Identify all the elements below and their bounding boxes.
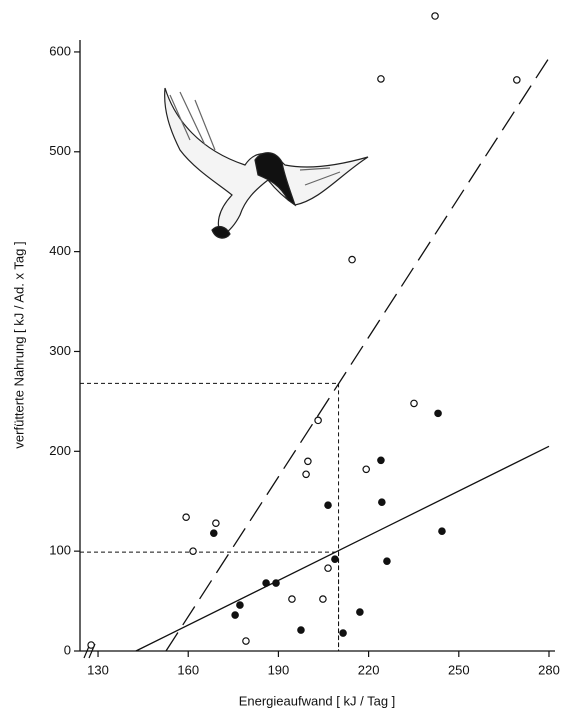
x-tick-label: 130	[87, 662, 109, 677]
data-point	[331, 555, 339, 563]
y-tick-label: 500	[49, 143, 71, 158]
y-tick-label: 100	[49, 543, 71, 558]
data-point	[377, 456, 385, 465]
data-point	[356, 608, 364, 616]
regression-line	[165, 57, 550, 652]
y-tick-label: 200	[49, 443, 71, 458]
data-point	[348, 255, 356, 264]
data-point	[209, 529, 218, 537]
data-point	[339, 629, 347, 637]
data-point	[431, 12, 439, 20]
data-point	[304, 457, 312, 466]
data-point	[236, 601, 244, 609]
x-tick-label: 160	[177, 662, 199, 677]
data-point	[302, 470, 310, 479]
data-point	[297, 626, 305, 634]
x-tick-label: 250	[448, 662, 470, 677]
regression-line	[135, 445, 550, 652]
data-point	[319, 595, 327, 603]
data-point	[242, 637, 250, 645]
data-point	[87, 641, 95, 649]
data-point	[383, 557, 391, 565]
x-tick-label: 280	[538, 662, 560, 677]
data-point	[212, 519, 220, 528]
data-point	[231, 611, 239, 619]
data-point	[438, 527, 446, 535]
data-point	[262, 579, 270, 587]
y-tick-label: 300	[49, 343, 71, 358]
y-tick-label: 400	[49, 243, 71, 258]
y-tick-label: 600	[49, 43, 71, 58]
x-tick-label: 220	[358, 662, 380, 677]
data-point	[410, 399, 418, 408]
data-point	[314, 416, 322, 425]
y-tick-label: 0	[64, 642, 71, 657]
y-axis-title: verfütterte Nahrung [ kJ / Ad. x Tag ]	[11, 241, 26, 448]
data-point	[288, 595, 296, 603]
data-point	[272, 579, 280, 587]
data-point	[324, 564, 332, 572]
data-point	[434, 409, 442, 418]
data-point	[362, 465, 371, 474]
data-point	[324, 501, 332, 510]
data-point	[182, 513, 190, 522]
data-point	[189, 547, 197, 555]
x-axis-title: Energieaufwand [ kJ / Tag ]	[239, 693, 396, 708]
data-point	[377, 75, 385, 83]
x-tick-label: 190	[268, 662, 290, 677]
data-point	[378, 498, 386, 507]
bird-illustration	[164, 87, 369, 239]
data-point	[513, 76, 521, 84]
